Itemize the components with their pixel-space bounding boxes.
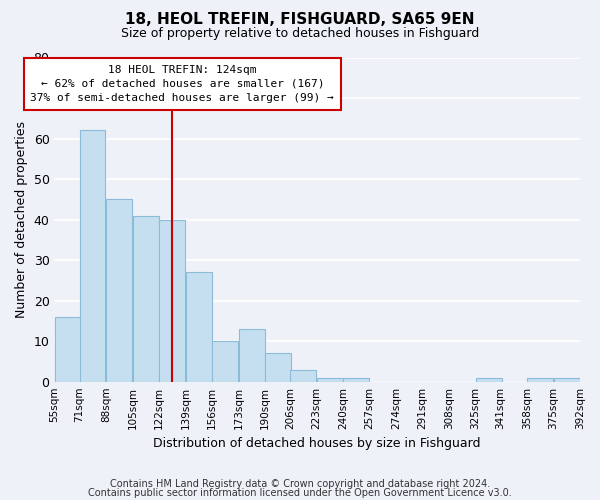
Bar: [159, 220, 185, 382]
Bar: [133, 216, 158, 382]
Bar: [290, 370, 316, 382]
Bar: [265, 354, 291, 382]
Text: 18 HEOL TREFIN: 124sqm
← 62% of detached houses are smaller (167)
37% of semi-de: 18 HEOL TREFIN: 124sqm ← 62% of detached…: [31, 65, 334, 103]
Y-axis label: Number of detached properties: Number of detached properties: [15, 121, 28, 318]
X-axis label: Distribution of detached houses by size in Fishguard: Distribution of detached houses by size …: [154, 437, 481, 450]
Bar: [343, 378, 369, 382]
Bar: [554, 378, 580, 382]
Bar: [317, 378, 343, 382]
Bar: [80, 130, 106, 382]
Bar: [212, 341, 238, 382]
Text: 18, HEOL TREFIN, FISHGUARD, SA65 9EN: 18, HEOL TREFIN, FISHGUARD, SA65 9EN: [125, 12, 475, 28]
Bar: [186, 272, 212, 382]
Bar: [106, 200, 132, 382]
Text: Size of property relative to detached houses in Fishguard: Size of property relative to detached ho…: [121, 28, 479, 40]
Bar: [476, 378, 502, 382]
Bar: [239, 329, 265, 382]
Text: Contains HM Land Registry data © Crown copyright and database right 2024.: Contains HM Land Registry data © Crown c…: [110, 479, 490, 489]
Bar: [527, 378, 553, 382]
Text: Contains public sector information licensed under the Open Government Licence v3: Contains public sector information licen…: [88, 488, 512, 498]
Bar: [55, 317, 80, 382]
